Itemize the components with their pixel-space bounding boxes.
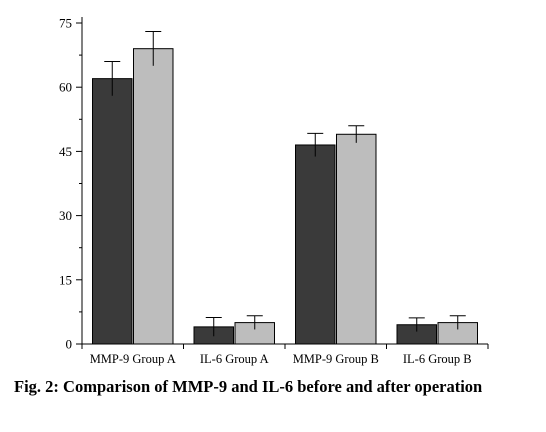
y-tick-label: 0 (66, 337, 73, 352)
y-tick-label: 45 (59, 144, 72, 159)
x-tick-label: IL-6 Group A (200, 352, 269, 366)
x-tick-label: MMP-9 Group A (90, 352, 176, 366)
bar (133, 48, 174, 345)
bar (92, 78, 133, 345)
bars-layer (92, 31, 478, 345)
axes-layer: MMP-9 Group A IL-6 Group A MMP-9 Group B IL… (59, 16, 489, 366)
y-tick-label: 15 (59, 272, 72, 287)
bar (295, 144, 336, 345)
y-tick-label: 60 (59, 80, 72, 95)
x-tick-label: MMP-9 Group B (293, 352, 379, 366)
bar (336, 133, 377, 345)
figure-caption: Fig. 2: Comparison of MMP-9 and IL-6 bef… (14, 377, 483, 396)
x-tick-label: IL-6 Group B (403, 352, 472, 366)
bar-chart: MMP-9 Group A IL-6 Group A MMP-9 Group B IL… (59, 16, 489, 366)
y-tick-label: 75 (59, 16, 72, 31)
y-tick-label: 30 (59, 208, 72, 223)
